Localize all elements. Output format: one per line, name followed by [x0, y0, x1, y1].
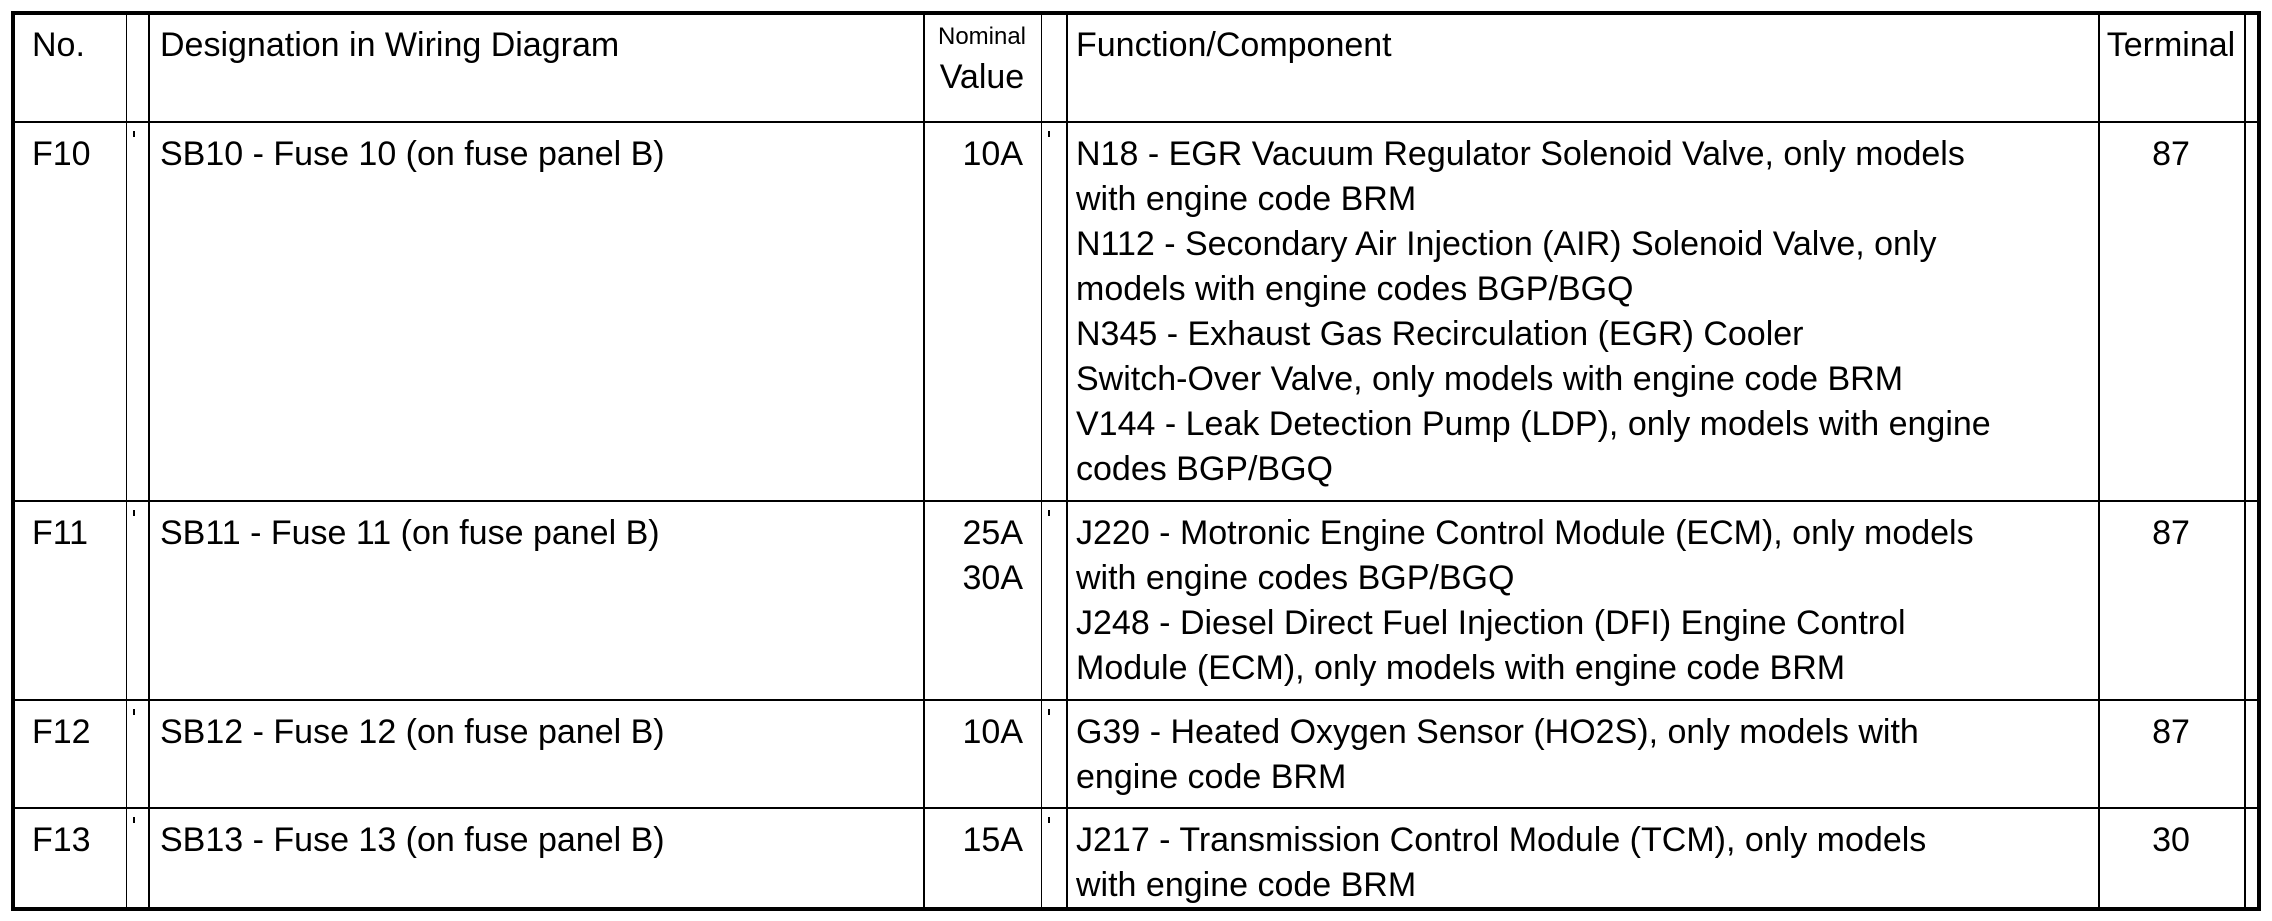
row-designation: SB11 - Fuse 11 (on fuse panel B) [160, 514, 660, 552]
row-value: 30A [962, 559, 1024, 597]
row-no: F12 [32, 713, 91, 751]
row-function: J220 - Motronic Engine Control Module (E… [1076, 514, 1974, 687]
fuse-table: No. Designation in Wiring Diagram Nomina… [11, 11, 2261, 911]
row-no: F10 [32, 135, 91, 173]
row-divider [15, 807, 2257, 809]
row-value: 10A [962, 135, 1024, 173]
header-designation: Designation in Wiring Diagram [160, 26, 620, 64]
column-divider [1066, 15, 1068, 907]
row-function: G39 - Heated Oxygen Sensor (HO2S), only … [1076, 713, 1919, 796]
row-divider [15, 121, 2257, 123]
row-designation: SB10 - Fuse 10 (on fuse panel B) [160, 135, 665, 173]
row-no: F13 [32, 821, 91, 859]
row-designation: SB12 - Fuse 12 (on fuse panel B) [160, 713, 665, 751]
row-value: 10A [962, 713, 1024, 751]
column-divider [1041, 15, 1042, 907]
row-divider [15, 699, 2257, 701]
row-terminal: 87 [2152, 135, 2190, 173]
row-function: J217 - Transmission Control Module (TCM)… [1076, 821, 1927, 904]
header-nominal-bottom: Value [939, 58, 1025, 96]
header-terminal: Terminal [2106, 26, 2236, 64]
column-divider [923, 15, 925, 907]
row-divider [15, 500, 2257, 502]
row-terminal: 87 [2152, 713, 2190, 751]
row-value: 25A [962, 514, 1024, 552]
column-divider [2244, 15, 2246, 907]
row-function: N18 - EGR Vacuum Regulator Solenoid Valv… [1076, 135, 1991, 488]
header-nominal-top: Nominal [937, 23, 1027, 50]
column-divider [148, 15, 150, 907]
header-function: Function/Component [1076, 26, 1392, 64]
column-divider [126, 15, 127, 907]
column-divider [2098, 15, 2100, 907]
row-value: 15A [962, 821, 1024, 859]
header-no: No. [32, 26, 85, 64]
row-designation: SB13 - Fuse 13 (on fuse panel B) [160, 821, 665, 859]
row-no: F11 [32, 514, 89, 552]
row-terminal: 30 [2152, 821, 2190, 859]
row-terminal: 87 [2152, 514, 2190, 552]
